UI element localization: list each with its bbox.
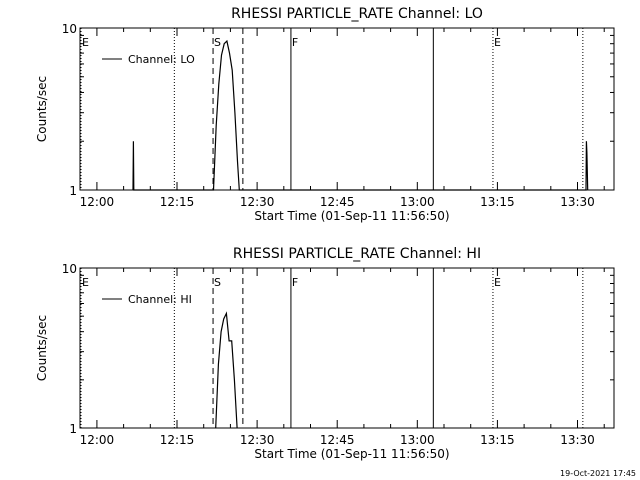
event-marker-label: E [82,36,89,49]
y-tick-label: 1 [69,184,77,198]
x-tick-label: 13:30 [560,433,595,447]
y-tick-label: 10 [62,262,77,276]
series-line [132,39,589,191]
event-marker-label: F [292,36,298,49]
x-tick-label: 12:00 [80,195,115,209]
legend-label: Channel: LO [128,53,195,66]
x-tick-label: 12:30 [240,433,275,447]
event-marker-label: S [214,276,221,289]
series-line [215,311,238,429]
lo-channel-panel: RHESSI PARTICLE_RATE Channel: LO 1 10 Count… [35,6,615,223]
x-tick-label: 12:30 [240,195,275,209]
event-marker-label: E [494,36,501,49]
legend-label: Channel: HI [128,293,192,306]
x-tick-label: 12:15 [160,433,195,447]
x-tick-label: 12:45 [320,433,355,447]
chart-title: RHESSI PARTICLE_RATE Channel: LO [231,6,483,22]
event-marker-label: F [292,276,298,289]
x-tick-label: 13:15 [480,433,515,447]
x-tick-label: 12:45 [320,195,355,209]
x-axis-label: Start Time (01-Sep-11 11:56:50) [254,447,449,461]
event-marker-label: E [82,276,89,289]
y-axis-label: Counts/sec [35,76,49,142]
x-tick-label: 12:15 [160,195,195,209]
x-axis-label: Start Time (01-Sep-11 11:56:50) [254,209,449,223]
event-marker-label: E [494,276,501,289]
hi-channel-panel: RHESSI PARTICLE_RATE Channel: HI 1 10 Count… [35,246,615,461]
x-tick-label: 13:30 [560,195,595,209]
event-marker-label: S [214,36,221,49]
x-tick-label: 13:00 [400,433,435,447]
y-tick-label: 1 [69,422,77,436]
x-tick-label: 12:00 [80,433,115,447]
y-tick-label: 10 [62,22,77,36]
generated-timestamp: 19-Oct-2021 17:45 [560,469,636,478]
x-tick-label: 13:00 [400,195,435,209]
chart-title: RHESSI PARTICLE_RATE Channel: HI [233,246,481,262]
x-tick-label: 13:15 [480,195,515,209]
y-axis-label: Counts/sec [35,315,49,381]
plot-frame [79,267,615,429]
